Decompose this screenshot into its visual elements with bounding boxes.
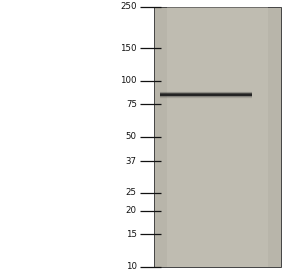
Bar	[160, 96, 252, 97]
Bar	[160, 91, 252, 92]
Text: 15: 15	[126, 230, 137, 238]
Bar	[160, 93, 252, 94]
Text: 150: 150	[120, 44, 137, 53]
Bar	[154, 7, 281, 267]
Text: 37: 37	[126, 157, 137, 166]
Bar	[160, 94, 252, 95]
Bar	[160, 97, 252, 98]
Bar	[160, 94, 252, 95]
Text: 100: 100	[120, 76, 137, 85]
Bar	[167, 7, 268, 267]
Text: 250: 250	[120, 2, 137, 11]
Bar	[160, 95, 252, 96]
Text: 25: 25	[126, 188, 137, 197]
Text: 50: 50	[126, 132, 137, 141]
Text: 10: 10	[126, 262, 137, 271]
Bar	[160, 91, 252, 92]
Bar	[160, 93, 252, 94]
Bar	[160, 98, 252, 99]
Text: 75: 75	[126, 100, 137, 109]
Text: 20: 20	[126, 206, 137, 215]
Bar	[160, 92, 252, 93]
Bar	[160, 97, 252, 98]
Bar	[160, 95, 252, 96]
Bar	[160, 96, 252, 97]
Bar	[160, 92, 252, 93]
